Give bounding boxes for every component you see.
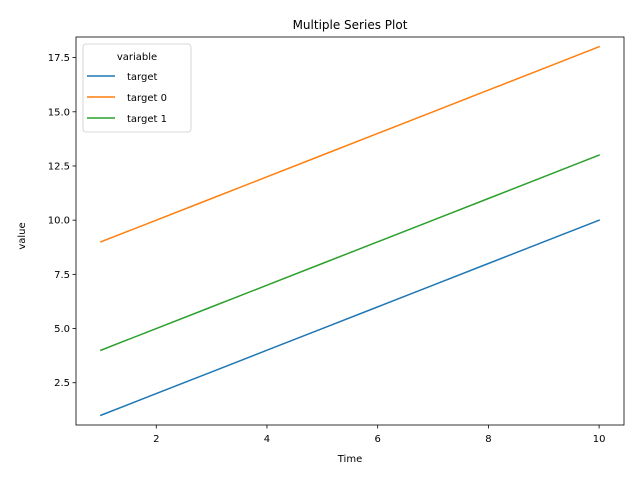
chart-title: Multiple Series Plot xyxy=(293,18,408,32)
series-line-0 xyxy=(99,219,601,417)
y-tick-label: 17.5 xyxy=(48,53,70,64)
x-tick-label: 2 xyxy=(153,434,159,445)
series-layer xyxy=(99,45,601,417)
legend-label-2: target 1 xyxy=(127,114,167,125)
x-tick-label: 6 xyxy=(374,434,380,445)
legend-label-0: target xyxy=(127,72,157,83)
y-tick-label: 7.5 xyxy=(54,270,70,281)
x-tick-label: 8 xyxy=(485,434,491,445)
y-tick-label: 2.5 xyxy=(54,378,70,389)
y-tick-label: 15.0 xyxy=(48,107,70,118)
y-axis-label: value xyxy=(17,222,28,249)
plot-frame xyxy=(75,36,625,426)
legend: variable target target 0 target 1 xyxy=(82,43,192,133)
y-tick-label: 12.5 xyxy=(48,161,70,172)
x-tick-label: 4 xyxy=(264,434,270,445)
x-tick-label: 10 xyxy=(593,434,606,445)
legend-box xyxy=(82,43,192,133)
series-line-1 xyxy=(99,45,601,243)
x-axis-label: Time xyxy=(337,454,362,465)
axes-layer: 2 4 6 8 10 2.5 5.0 7.5 10.0 12.5 15.0 17.5 xyxy=(48,36,625,445)
legend-label-1: target 0 xyxy=(127,93,167,104)
legend-title: variable xyxy=(117,52,157,63)
series-line-2 xyxy=(99,154,601,352)
y-tick-label: 10.0 xyxy=(48,216,70,227)
y-tick-label: 5.0 xyxy=(54,324,70,335)
